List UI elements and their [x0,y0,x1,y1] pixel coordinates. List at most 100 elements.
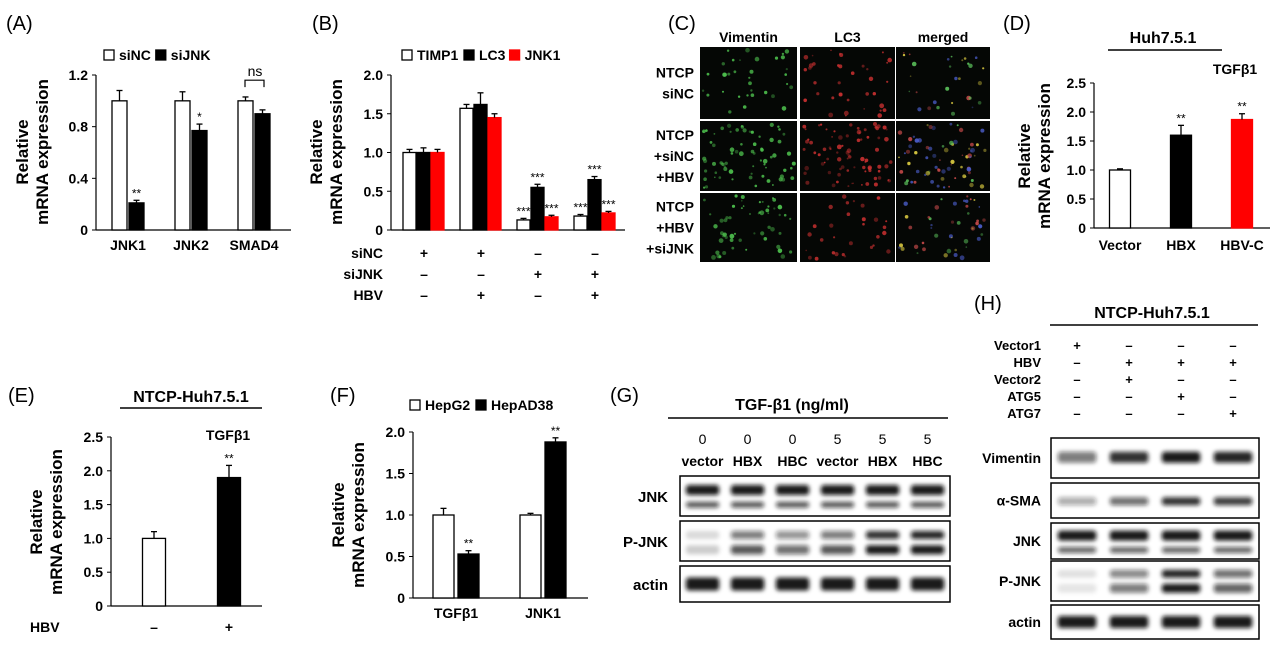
cell-dot [921,241,925,245]
cell-dot [807,232,812,237]
cell-dot [903,201,908,206]
cell-dot [846,169,850,172]
cell-dot [971,227,974,230]
y-tick-label: 2.0 [364,67,384,83]
cell-dot [705,129,708,132]
cell-dot [865,182,870,186]
cell-dot [846,148,852,153]
row-label: NTCP [656,127,694,143]
p-jnk-h-band [1057,569,1097,578]
significance-label: *** [544,201,558,215]
cell-dot [925,171,931,176]
cell-dot [953,253,958,257]
condition-label: siJNK [343,266,383,282]
cell-dot [879,109,882,112]
bar-TIMP1 [516,219,531,231]
p-jnk-band [685,531,720,539]
cell-dot [765,208,770,213]
x-tick-label: JNK1 [525,605,561,621]
x-tick-label: HBX [1166,237,1196,253]
cell-dot [851,182,853,185]
cell-dot [877,169,881,173]
cell-dot [954,76,958,81]
y-tick-label: 0.5 [1067,191,1087,207]
p-jnk-h-frame [1050,560,1260,602]
cell-dot [803,68,807,72]
cell-dot [729,130,732,133]
bar-siJNK [128,202,145,231]
micrograph [896,121,990,191]
cell-dot [772,153,777,158]
cell-dot [734,194,738,198]
cell-dot [762,158,768,164]
cell-dot [754,184,758,188]
cell-dot [970,226,976,231]
cell-dot [757,212,760,215]
cell-dot [927,216,931,219]
bar [1169,134,1193,229]
cell-dot [882,230,887,236]
cell-dot [904,215,909,219]
condition-mark: + [477,287,485,303]
cell-dot [817,153,821,157]
cell-dot [704,185,709,189]
p-jnk-band [910,545,945,555]
micrograph [700,121,797,191]
cell-dot [897,130,903,135]
lane-label: HBX [733,453,763,469]
x-tick-label: TGFβ1 [434,605,479,621]
micrograph-field [896,47,990,119]
cell-dot [877,164,882,169]
y-tick-label: 2.5 [1067,75,1087,91]
cell-dot [968,63,973,68]
condition-mark: + [591,266,599,282]
cell-dot [967,212,970,215]
cell-dot [740,207,743,210]
cell-dot [886,249,891,254]
row-label: siNC [662,86,694,102]
cell-dot [834,252,839,257]
cell-dot [773,207,776,210]
condition-mark: + [591,287,599,303]
cell-dot [833,130,836,133]
legend-swatch [155,49,167,61]
cell-dot [881,51,884,54]
jnk-band [910,501,945,508]
y-tick-label: 0 [397,590,405,606]
cell-dot [963,239,969,244]
cell-dot [789,250,793,254]
cell-dot [863,128,867,132]
condition-mark: + [477,245,485,261]
cell-dot [840,165,845,169]
cell-dot [928,146,933,151]
cell-dot [900,246,905,251]
cell-dot [831,136,833,138]
cell-dot [716,254,721,259]
row-label: NTCP [656,199,694,215]
cell-dot [978,206,981,208]
row-label: +siNC [654,148,694,164]
cell-dot [906,149,910,154]
panel-g: (G) TGF-β1 (ng/ml) 0 0 0 5 5 5 vector HBX HBC vecto… [610,385,951,603]
cell-dot [917,138,922,143]
cell-dot [713,224,718,229]
cell-dot [745,248,748,251]
cell-dot [961,59,964,62]
cell-dot [865,92,869,96]
cell-dot [719,218,724,223]
blot-row-label: Vimentin [982,450,1041,466]
blot-title: TGF-β1 (ng/ml) [735,397,849,414]
cell-dot [926,124,929,127]
condition-mark: – [1177,406,1184,421]
cell-dot [722,72,727,77]
cell-dot [739,59,741,61]
jnk-h-band [1057,530,1097,541]
condition-label: Vector1 [994,338,1041,353]
cell-dot [950,220,955,224]
cell-dot [912,135,916,138]
cell-dot [774,56,779,60]
cell-dot [805,180,810,185]
jnk-h-band [1057,547,1097,553]
cell-dot [899,243,903,248]
y-tick-label: 1.0 [386,507,406,523]
